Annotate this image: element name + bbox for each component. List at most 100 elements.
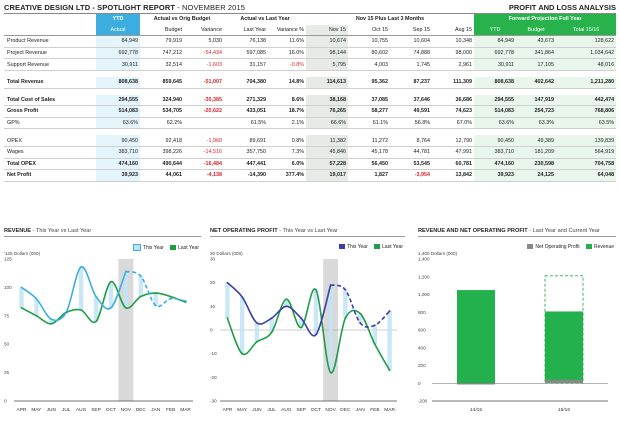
table-cell: 61.5%	[224, 117, 268, 130]
table-cell: 704,380	[224, 76, 268, 89]
table-cell: 45,178	[348, 146, 390, 159]
group-vs-last-year: Actual vs Last Year	[240, 16, 290, 23]
table-cell: 747,212	[140, 47, 184, 60]
report-period: - NOVEMBER 2015	[175, 3, 245, 12]
y-tick-label: 25	[4, 370, 10, 375]
table-cell: 10,674	[306, 35, 348, 48]
y-tick-label: -10	[210, 351, 217, 356]
revenue-bar	[457, 290, 495, 384]
table-cell: 8,764	[390, 135, 432, 147]
x-tick-label: MAR	[180, 407, 191, 413]
this-year-point	[139, 275, 142, 277]
variance-bar	[357, 313, 363, 323]
table-cell: 56,450	[348, 158, 390, 171]
table-cell: 63.5%	[556, 117, 617, 130]
this-year-point	[80, 266, 83, 268]
x-tick-label: JUL	[267, 407, 276, 413]
table-row: Gross Profit 514,083 534,705 -20,622 433,051…	[4, 105, 617, 118]
variance-bar	[284, 299, 289, 307]
variance-bar	[49, 319, 54, 324]
variance-bar	[372, 325, 378, 345]
this-year-point	[226, 281, 229, 284]
last-year-point	[65, 311, 68, 314]
table-cell: 692,778	[96, 47, 140, 60]
variance-bar	[78, 266, 84, 311]
x-tick-label: SEP	[91, 407, 101, 413]
column-header: Sep 15	[390, 24, 432, 37]
table-cell: 49,591	[390, 105, 432, 118]
table-cell: 61.1%	[348, 117, 390, 130]
this-year-line	[20, 266, 127, 322]
table-cell: 2.1%	[268, 117, 306, 130]
table-cell: 12,790	[432, 135, 475, 147]
nop-line-chart: 30 Dollars (000) -30 -20 -10 0 10 20 30 APR MAY JU…	[210, 251, 397, 413]
x-tick-label: FEB	[370, 407, 379, 413]
x-tick-label: NOV	[121, 407, 132, 413]
table-cell: 808,638	[474, 76, 517, 89]
variance-bar	[387, 311, 392, 371]
rev-nop-bar-chart: 1,400 Dollars (000) -200 0 200 400 600 800 1,00…	[418, 251, 608, 413]
table-cell: 402,642	[516, 76, 557, 89]
table-cell: 139,839	[556, 135, 617, 147]
legend-last-year: Last Year	[382, 244, 403, 250]
table-cell: 0.8%	[268, 135, 306, 147]
last-year-point	[314, 288, 317, 291]
legend-last-year: Last Year	[178, 244, 199, 251]
last-year-point	[300, 326, 303, 329]
legend-this-year: This Year	[142, 244, 164, 251]
x-tick-label: JAN	[151, 407, 161, 413]
column-header: Aug 15	[432, 24, 475, 37]
column-header: Last Year	[224, 24, 268, 37]
legend-revenue: Revenue	[593, 244, 614, 250]
table-cell: -0.8%	[268, 58, 306, 71]
this-year-point	[373, 324, 376, 327]
table-cell: 341,864	[516, 47, 557, 60]
revenue-chart-panel: REVENUE - This Year vs Last Year This Ye…	[4, 228, 201, 416]
table-cell: 17,105	[516, 58, 557, 71]
variance-bar	[19, 287, 24, 308]
this-year-point	[314, 333, 317, 336]
table-cell: -51,007	[184, 76, 224, 89]
table-cell: 114,613	[306, 76, 348, 89]
table-cell: 2,961	[432, 58, 475, 71]
this-year-point	[154, 304, 157, 307]
table-cell: 24,125	[516, 169, 557, 182]
group-last-3-months: Nov 15 Plus Last 3 Months	[355, 16, 425, 23]
table-cell: 704,758	[556, 158, 617, 171]
y-tick-label: -30	[210, 399, 217, 404]
table-cell: 30,911	[474, 58, 517, 71]
table-cell: 37,085	[348, 94, 390, 107]
table-cell: 57,228	[306, 158, 348, 171]
variance-bar	[34, 298, 39, 316]
last-year-point	[50, 322, 53, 325]
variance-bar	[168, 296, 173, 299]
table-row: Product Revenue 84,949 79,919 5,030 76,138 11…	[4, 35, 617, 48]
table-cell: 66.6%	[306, 117, 348, 130]
x-tick-label: AUG	[281, 407, 292, 413]
table-cell: 447,441	[224, 158, 268, 171]
table-cell: 53,545	[390, 158, 432, 171]
table-cell: 95,362	[348, 76, 390, 89]
variance-bar	[225, 282, 230, 319]
x-tick-label: 15/16	[558, 407, 570, 413]
table-cell: 45,846	[306, 146, 348, 159]
table-row: Total Revenue 808,638 859,645 -51,007 704,38…	[4, 76, 617, 89]
variance-bar	[328, 285, 333, 373]
this-year-point	[255, 322, 258, 324]
last-year-point	[110, 280, 112, 283]
revenue-chart-legend: This Year Last Year	[128, 244, 199, 251]
table-cell: 80,602	[348, 47, 390, 60]
table-cell: 181,209	[516, 146, 557, 159]
x-tick-label: OCT	[311, 407, 321, 413]
table-cell: -1,968	[184, 135, 224, 147]
report-header: CREATIVE DESIGN LTD - SPOTLIGHT REPORT -…	[4, 2, 616, 14]
x-tick-label: FEB	[166, 407, 175, 413]
row-label: GP%	[4, 117, 96, 130]
last-year-point	[226, 317, 229, 320]
table-cell: 1,827	[348, 169, 390, 182]
table-cell: 56.8%	[390, 117, 432, 130]
table-row: Wages 383,710 398,226 -14,516 357,750 7.3% 45,…	[4, 146, 617, 159]
last-year-point	[255, 340, 258, 343]
table-cell: 84,949	[474, 35, 517, 48]
row-label: Net Profit	[4, 169, 96, 182]
